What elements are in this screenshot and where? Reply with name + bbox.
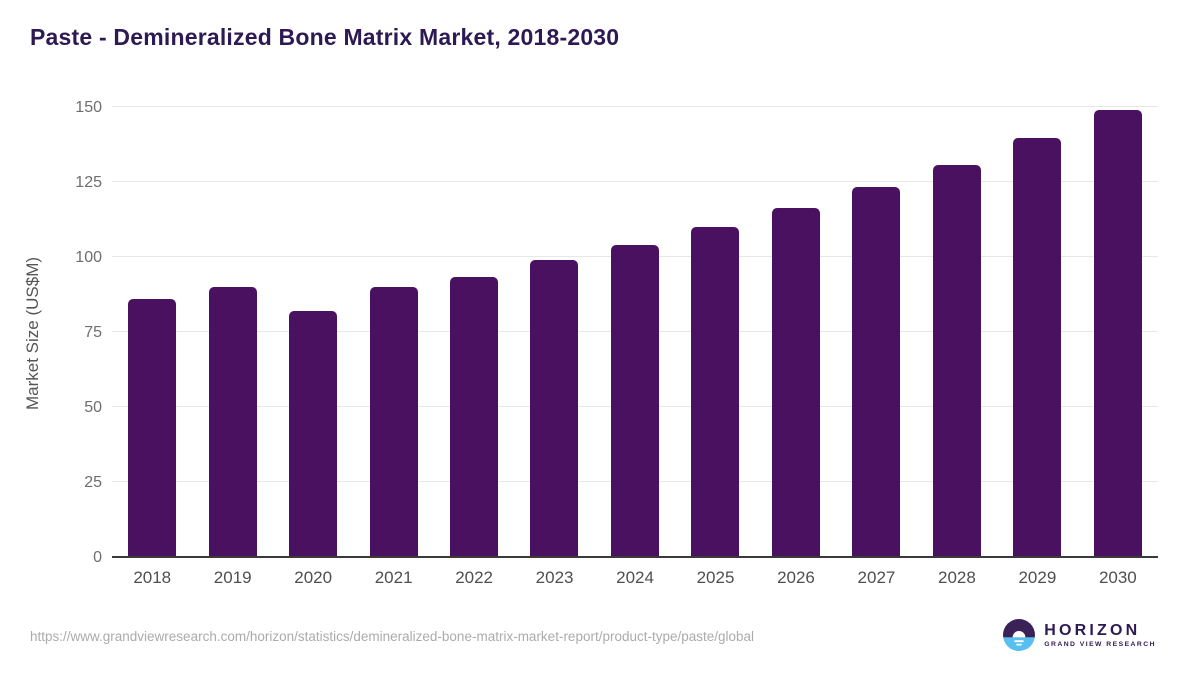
- x-tick-label-2024: 2024: [616, 568, 654, 587]
- x-tick-label-2030: 2030: [1098, 568, 1137, 587]
- x-tick-label-2022: 2022: [455, 568, 494, 587]
- y-tick-label-125: 125: [75, 174, 102, 191]
- x-tick-label-2026: 2026: [777, 568, 815, 587]
- bar-2029[interactable]: [1013, 137, 1062, 556]
- logo-title: HORIZON: [1044, 621, 1141, 639]
- gridline-150: [112, 106, 1158, 107]
- y-tick-label-100: 100: [75, 249, 102, 266]
- bar-2022[interactable]: [450, 276, 499, 556]
- x-tick-label-2021: 2021: [374, 568, 413, 587]
- x-tick-label-2019: 2019: [213, 568, 252, 587]
- bar-2020[interactable]: [289, 311, 338, 556]
- bar-2018[interactable]: [128, 299, 177, 556]
- chart-title: Paste - Demineralized Bone Matrix Market…: [30, 24, 620, 50]
- bar-2024[interactable]: [610, 245, 659, 556]
- bar-2021[interactable]: [369, 287, 418, 556]
- source-url[interactable]: https://www.grandviewresearch.com/horizo…: [30, 629, 755, 644]
- bar-2027[interactable]: [852, 187, 901, 556]
- horizon-logo-icon: [1003, 619, 1036, 651]
- y-tick-label-150: 150: [75, 99, 102, 116]
- x-tick-label-2018: 2018: [133, 568, 172, 587]
- x-tick-label-2028: 2028: [938, 568, 976, 587]
- bar-2026[interactable]: [771, 208, 820, 556]
- x-tick-label-2020: 2020: [294, 568, 333, 587]
- bar-2025[interactable]: [691, 227, 740, 556]
- bar-2023[interactable]: [530, 260, 579, 556]
- x-tick-label-2023: 2023: [535, 568, 574, 587]
- bar-2030[interactable]: [1093, 109, 1142, 556]
- bar-2019[interactable]: [208, 287, 257, 556]
- y-tick-label-0: 0: [93, 549, 102, 566]
- y-tick-label-25: 25: [84, 474, 102, 491]
- bars-container: [112, 108, 1158, 556]
- x-tick-label-2025: 2025: [696, 568, 735, 587]
- x-tick-label-2027: 2027: [857, 568, 896, 587]
- y-tick-label-75: 75: [84, 324, 102, 341]
- y-tick-label-50: 50: [84, 399, 102, 416]
- x-axis-labels: 2018 2019 2020 2021 2022 2023 2024 2025 2026 2027…: [112, 568, 1158, 588]
- horizon-logo: HORIZON GRAND VIEW RESEARCH: [1003, 619, 1156, 651]
- logo-subtitle: GRAND VIEW RESEARCH: [1044, 641, 1156, 649]
- bar-chart-plot-area: [112, 106, 1158, 558]
- bar-2028[interactable]: [932, 164, 981, 556]
- x-tick-label-2029: 2029: [1018, 568, 1057, 587]
- gridline-125: [112, 181, 1158, 182]
- logo-text: HORIZON GRAND VIEW RESEARCH: [1044, 622, 1156, 649]
